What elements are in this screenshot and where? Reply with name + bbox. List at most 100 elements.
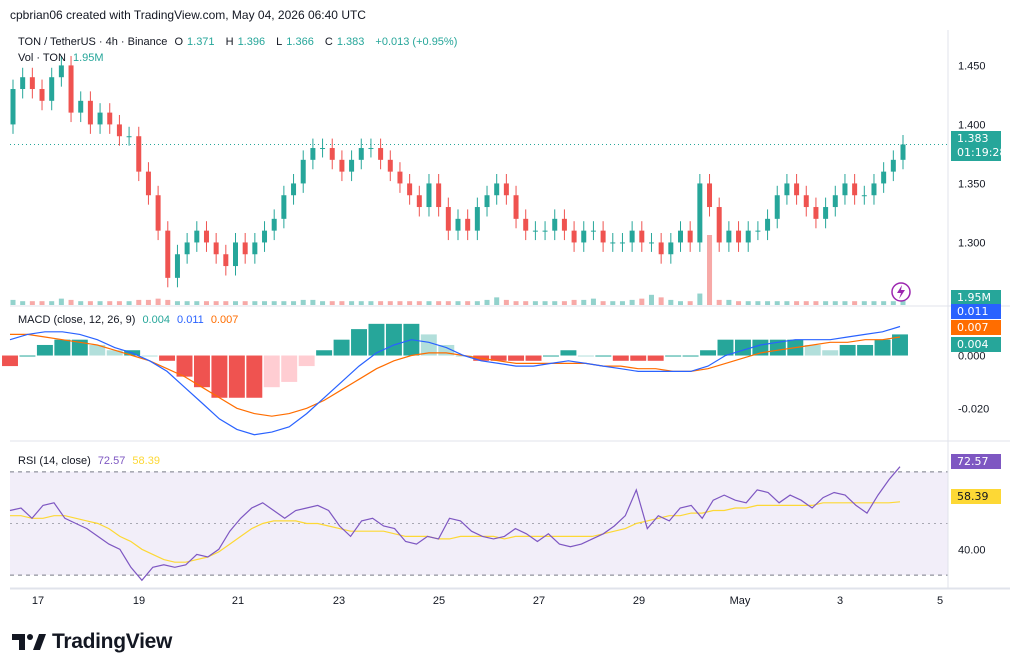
macd-histogram-bar <box>874 339 891 356</box>
volume-bar <box>39 301 45 305</box>
candle-body <box>561 218 567 231</box>
volume-bar <box>203 301 209 305</box>
volume-bar <box>29 301 35 305</box>
candle-body <box>581 230 587 243</box>
volume-bar <box>561 301 567 305</box>
candle-body <box>503 183 509 196</box>
candle-body <box>416 195 422 208</box>
time-tick-label: 27 <box>533 595 545 607</box>
volume-bar <box>223 301 229 305</box>
volume-bar <box>629 299 635 305</box>
time-tick-label: 17 <box>32 595 44 607</box>
candle-body <box>407 183 413 196</box>
volume-bar <box>87 301 93 305</box>
candle-body <box>242 242 248 255</box>
volume-bar <box>407 301 413 305</box>
volume-bar <box>136 299 142 305</box>
candle-body <box>271 218 277 231</box>
volume-bar <box>387 301 393 305</box>
candle-body <box>49 77 55 101</box>
candle-body <box>745 230 751 243</box>
volume-bar <box>619 301 625 305</box>
volume-bar <box>58 298 64 305</box>
volume-bar <box>823 301 829 305</box>
candle-body <box>736 230 742 243</box>
macd-histogram-bar <box>106 350 123 356</box>
time-tick-label: 21 <box>232 595 244 607</box>
macd-histogram-bar <box>490 355 507 361</box>
macd-histogram-bar <box>176 355 193 377</box>
macd-histogram-bar <box>351 329 367 356</box>
volume-bar <box>165 299 171 305</box>
volume-bar <box>233 301 238 305</box>
candle-body <box>629 230 635 243</box>
candle-body <box>861 195 867 197</box>
volume-bar <box>707 235 713 305</box>
candle-body <box>600 230 606 243</box>
volume-bar <box>310 299 316 305</box>
candle-body <box>484 195 490 208</box>
candle-body <box>881 171 887 184</box>
volume-bar <box>755 301 761 305</box>
ohlc-close: C 1.383 <box>324 36 365 48</box>
rsi-line <box>9 466 901 582</box>
macd-tick-label: 0.000 <box>958 351 986 363</box>
rsi-ma-line <box>10 501 901 563</box>
candle-body <box>174 254 180 278</box>
candle-body <box>900 144 906 160</box>
rsi-legend: RSI (14, close) 72.57 58.39 <box>18 455 164 467</box>
volume-bar <box>262 301 268 305</box>
candle-body <box>890 159 896 172</box>
volume-bar <box>465 301 471 305</box>
volume-bar <box>765 301 771 305</box>
volume-bar <box>813 301 819 305</box>
volume-bar <box>542 301 548 305</box>
macd-histogram-bar <box>822 350 839 356</box>
volume-bar <box>426 301 432 305</box>
volume-bar <box>474 301 480 305</box>
macd-histogram-bar <box>228 355 245 398</box>
candle-body <box>349 159 355 172</box>
macd-histogram-bar <box>665 355 682 357</box>
candle-body <box>794 183 800 196</box>
volume-bar <box>368 301 374 305</box>
volume-bar <box>445 301 451 305</box>
price-tick-label: 1.400 <box>958 119 986 131</box>
time-tick-label: May <box>730 595 751 607</box>
macd-histogram-bar <box>89 344 106 356</box>
candle-body <box>707 183 713 208</box>
time-tick-label: 29 <box>633 595 645 607</box>
candle-body <box>378 148 384 160</box>
rsi-pane <box>9 466 948 582</box>
macd-histogram-bar <box>316 350 333 356</box>
volume-bar <box>890 301 896 305</box>
volume-bar <box>697 293 703 305</box>
chart-credit: cpbrian06 created with TradingView.com, … <box>10 8 366 22</box>
volume-legend: Vol · TON 1.95M <box>18 52 108 64</box>
macd-histogram-bar <box>420 334 437 356</box>
candle-body <box>455 218 461 231</box>
tradingview-wordmark: TradingView <box>52 630 173 653</box>
volume-bar <box>436 301 442 305</box>
candle-body <box>184 242 190 255</box>
macd-hist-badge: 0.004 <box>951 337 1001 352</box>
axes: 1.4501.4001.3501.3001.2500.000-0.02040.0… <box>10 30 1010 607</box>
candle-body <box>755 230 761 232</box>
volume-bar <box>378 301 384 305</box>
macd-histogram-bar <box>36 344 53 356</box>
candle-body <box>426 183 432 208</box>
price-tick-label: 1.350 <box>958 178 986 190</box>
tradingview-logo: TradingView <box>12 630 172 654</box>
volume-bar <box>358 301 364 305</box>
volume-bar <box>590 298 596 305</box>
candle-body <box>803 195 809 208</box>
volume-bar <box>20 301 26 305</box>
candle-body <box>823 207 829 219</box>
macd-histogram-bar <box>281 355 298 382</box>
volume-bar <box>397 301 403 305</box>
candle-body <box>852 183 858 196</box>
volume-bar <box>320 301 326 305</box>
candle-body <box>387 159 393 172</box>
candle-body <box>39 89 45 101</box>
